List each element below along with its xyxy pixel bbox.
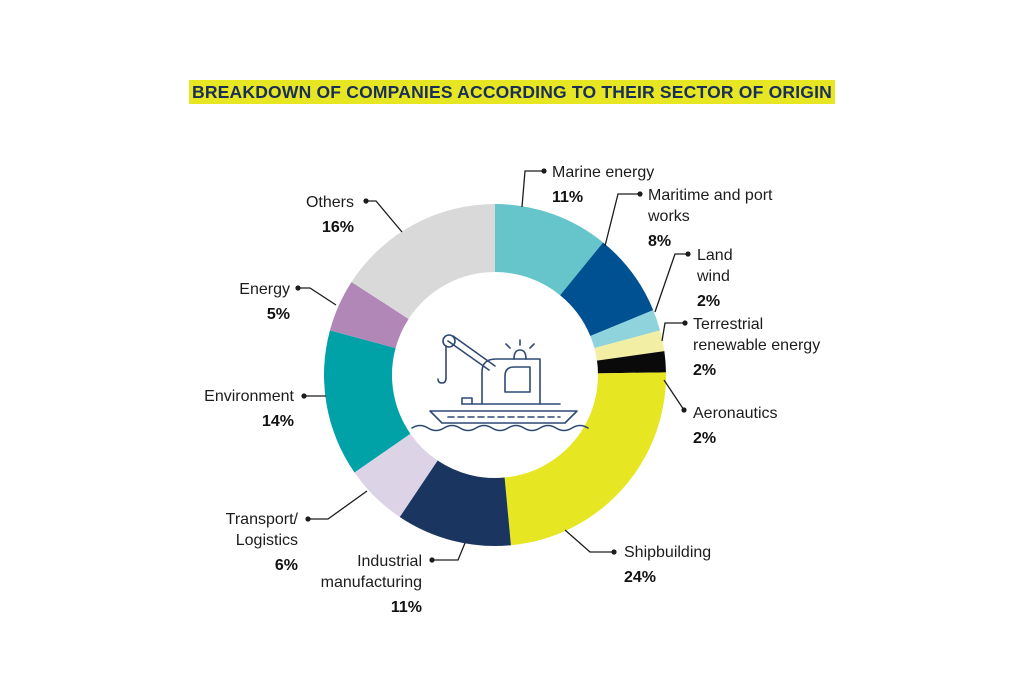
slice-maritime-port-works	[560, 242, 654, 336]
slice-value-land-wind: 2%	[697, 293, 720, 310]
slice-shipbuilding	[504, 372, 666, 546]
leader-line-transport-logistics	[308, 490, 368, 520]
slice-value-transport-logistics: 6%	[275, 557, 298, 574]
leader-lines	[295, 168, 691, 563]
slice-label-terrestrial-renewable-energy: renewable energy	[693, 337, 820, 354]
leader-line-others	[366, 200, 403, 233]
slice-aeronautics	[596, 351, 666, 374]
slice-value-energy: 5%	[267, 306, 290, 323]
slice-label-industrial-manufacturing: manufacturing	[321, 574, 422, 591]
slice-value-marine-energy: 11%	[552, 189, 583, 206]
slice-environment	[324, 330, 411, 473]
slice-label-land-wind: wind	[696, 268, 730, 285]
leader-dot-maritime-port-works	[637, 191, 643, 197]
slice-label-terrestrial-renewable-energy: Terrestrial	[693, 316, 763, 333]
leader-line-shipbuilding	[564, 529, 614, 553]
leader-dot-terrestrial-renewable-energy	[682, 320, 688, 326]
slice-terrestrial-renewable-energy	[594, 330, 665, 361]
ship-crane-icon	[411, 334, 589, 432]
slice-value-maritime-port-works: 8%	[648, 233, 671, 250]
leader-dot-energy	[295, 285, 301, 291]
slice-label-land-wind: Land	[697, 247, 733, 264]
leader-dot-industrial-manufacturing	[429, 557, 435, 563]
leader-line-aeronautics	[663, 379, 685, 411]
slice-marine-energy	[495, 204, 604, 296]
leader-dot-land-wind	[685, 251, 691, 257]
slice-label-industrial-manufacturing: Industrial	[357, 553, 422, 570]
leader-dot-aeronautics	[681, 407, 687, 413]
slice-transport-logistics	[354, 433, 438, 517]
leader-line-marine-energy	[521, 170, 544, 208]
slice-land-wind	[590, 310, 661, 349]
leader-dot-marine-energy	[541, 168, 547, 174]
slice-label-others: Others	[306, 194, 354, 211]
leader-line-terrestrial-renewable-energy	[661, 322, 685, 342]
leader-dot-shipbuilding	[611, 549, 617, 555]
slice-value-aeronautics: 2%	[693, 430, 716, 447]
slice-label-aeronautics: Aeronautics	[693, 405, 778, 422]
leader-dot-transport-logistics	[305, 516, 311, 522]
slice-label-transport-logistics: Transport/	[226, 511, 299, 528]
slice-label-shipbuilding: Shipbuilding	[624, 544, 711, 561]
slice-value-others: 16%	[322, 219, 354, 236]
slice-labels: Marine energy 11% Maritime and port works 8%…	[204, 164, 820, 616]
slice-energy	[329, 281, 409, 349]
slice-value-shipbuilding: 24%	[624, 569, 656, 586]
leader-line-energy	[298, 287, 337, 306]
slice-label-transport-logistics: Logistics	[236, 532, 298, 549]
slice-label-maritime-port-works: Maritime and port	[648, 187, 773, 204]
leader-line-maritime-port-works	[604, 193, 640, 247]
slice-label-environment: Environment	[204, 388, 294, 405]
slice-value-environment: 14%	[262, 413, 294, 430]
slice-industrial-manufacturing	[399, 460, 511, 547]
leader-dot-others	[363, 198, 369, 204]
leader-line-land-wind	[654, 253, 688, 313]
leader-line-industrial-manufacturing	[432, 542, 466, 561]
slice-label-energy: Energy	[239, 281, 290, 298]
slice-value-industrial-manufacturing: 11%	[391, 599, 422, 616]
chart-title: BREAKDOWN OF COMPANIES ACCORDING TO THEI…	[189, 80, 835, 104]
chart-title-wrap: BREAKDOWN OF COMPANIES ACCORDING TO THEI…	[0, 80, 1024, 104]
slice-value-terrestrial-renewable-energy: 2%	[693, 362, 716, 379]
slice-others	[351, 204, 495, 319]
leader-dot-environment	[301, 393, 307, 399]
donut-slices	[324, 204, 666, 547]
slice-label-marine-energy: Marine energy	[552, 164, 654, 181]
slice-label-maritime-port-works: works	[647, 208, 690, 225]
